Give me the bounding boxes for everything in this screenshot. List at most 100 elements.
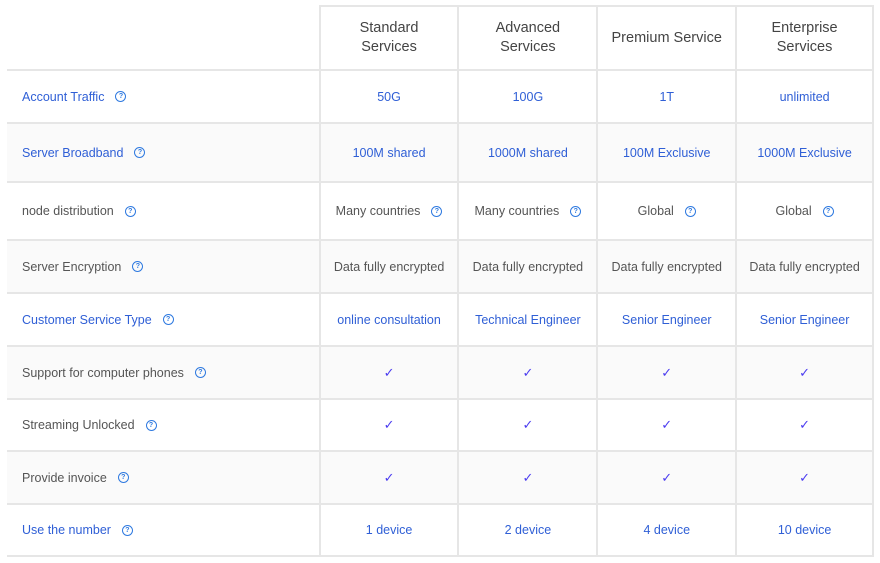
cell-value: online consultation — [337, 312, 441, 327]
table-header-row: Standard Services Advanced Services Premiu… — [7, 5, 874, 71]
cell-value: 1000M Exclusive — [757, 145, 852, 160]
question-circle-icon[interactable]: ? — [132, 261, 144, 272]
value-cell: 10 device — [735, 505, 875, 555]
value-cell: Data fully encrypted — [457, 241, 596, 292]
cell-value: Global — [775, 204, 812, 218]
feature-cell: Support for computer phones? — [7, 347, 319, 398]
table-row: Customer Service Type? online consultatio… — [7, 294, 875, 347]
value-cell: Many countries? — [318, 183, 458, 239]
checkmark-icon: ✓ — [661, 364, 673, 380]
value-cell: Many countries? — [457, 183, 596, 239]
question-circle-icon[interactable]: ? — [822, 205, 834, 217]
question-circle-icon[interactable]: ? — [117, 472, 129, 483]
cell-value: Data fully encrypted — [749, 259, 860, 274]
plan-header-3: Enterprise Services — [735, 5, 874, 69]
table-row: Account Traffic? 50G 100G 1T unlimited — [7, 71, 875, 124]
cell-value: unlimited — [779, 89, 830, 104]
question-circle-icon[interactable]: ? — [684, 205, 696, 217]
checkmark-icon: ✓ — [661, 469, 673, 485]
question-circle-icon[interactable]: ? — [162, 314, 174, 325]
table-row: Provide invoice? ✓ ✓ ✓ ✓ — [7, 452, 875, 505]
checkmark-icon: ✓ — [383, 417, 395, 432]
feature-cell: node distribution? — [7, 183, 319, 239]
value-cell: 4 device — [596, 505, 735, 555]
plan-header-2: Premium Service — [596, 5, 736, 69]
feature-cell: Server Broadband? — [7, 124, 319, 181]
plan-header-0: Standard Services — [318, 5, 458, 69]
value-cell: online consultation — [318, 294, 458, 345]
question-circle-icon[interactable]: ? — [570, 205, 582, 217]
feature-label: Server Broadband — [22, 145, 124, 160]
question-circle-icon[interactable]: ? — [124, 205, 136, 217]
cell-value: 1000M shared — [487, 145, 568, 160]
cell-value: 100M shared — [352, 145, 426, 160]
feature-cell: Provide invoice? — [7, 452, 319, 503]
value-cell: ✓ — [735, 452, 875, 503]
table-row: Support for computer phones? ✓ ✓ ✓ ✓ — [7, 347, 875, 400]
cell-value: 100G — [512, 89, 544, 104]
value-cell: Data fully encrypted — [318, 241, 458, 292]
value-cell: ✓ — [735, 400, 875, 450]
value-cell: ✓ — [318, 400, 458, 450]
feature-label: Provide invoice — [22, 470, 107, 485]
value-cell: 1000M shared — [457, 124, 596, 181]
cell-value: 10 device — [777, 523, 832, 537]
checkmark-icon: ✓ — [799, 469, 811, 485]
feature-label: Streaming Unlocked — [22, 418, 135, 432]
value-cell: Global? — [735, 183, 875, 239]
checkmark-icon: ✓ — [383, 469, 395, 485]
cell-value: 4 device — [643, 523, 691, 537]
feature-label: Customer Service Type — [22, 312, 152, 327]
question-circle-icon[interactable]: ? — [194, 367, 206, 378]
header-empty-cell — [7, 5, 319, 69]
question-circle-icon[interactable]: ? — [121, 524, 133, 536]
checkmark-icon: ✓ — [799, 417, 811, 432]
value-cell: ✓ — [596, 452, 735, 503]
value-cell: ✓ — [735, 347, 875, 398]
value-cell: ✓ — [596, 400, 735, 450]
cell-value: Data fully encrypted — [611, 259, 722, 274]
value-cell: Data fully encrypted — [735, 241, 875, 292]
value-cell: ✓ — [457, 452, 596, 503]
value-cell: Senior Engineer — [596, 294, 735, 345]
plan-name: Premium Service — [611, 29, 722, 46]
feature-label: Use the number — [22, 523, 111, 537]
value-cell: 100G — [457, 71, 596, 122]
checkmark-icon: ✓ — [522, 364, 534, 380]
value-cell: Data fully encrypted — [596, 241, 735, 292]
checkmark-icon: ✓ — [383, 364, 395, 380]
cell-value: Many countries — [474, 204, 560, 218]
table-row: Streaming Unlocked? ✓ ✓ ✓ ✓ — [7, 400, 875, 452]
cell-value: Global — [637, 204, 674, 218]
value-cell: 50G — [318, 71, 458, 122]
value-cell: ✓ — [596, 347, 735, 398]
cell-value: Technical Engineer — [475, 312, 581, 327]
value-cell: 1T — [596, 71, 735, 122]
plan-header-1: Advanced Services — [457, 5, 597, 69]
value-cell: 1 device — [318, 505, 458, 555]
cell-value: Data fully encrypted — [333, 259, 445, 274]
question-circle-icon[interactable]: ? — [134, 147, 146, 158]
cell-value: Senior Engineer — [759, 312, 850, 327]
feature-label: Support for computer phones — [22, 365, 184, 380]
question-circle-icon[interactable]: ? — [431, 205, 443, 217]
plan-name: Standard Services — [359, 20, 419, 55]
cell-value: 50G — [377, 89, 401, 104]
cell-value: Data fully encrypted — [472, 259, 584, 274]
table-row: node distribution? Many countries? Many co… — [7, 183, 875, 241]
value-cell: Technical Engineer — [457, 294, 596, 345]
feature-cell: Customer Service Type? — [7, 294, 319, 345]
checkmark-icon: ✓ — [522, 469, 534, 485]
service-comparison-table: Standard Services Advanced Services Premiu… — [7, 5, 875, 557]
checkmark-icon: ✓ — [661, 417, 673, 432]
question-circle-icon[interactable]: ? — [115, 91, 127, 102]
cell-value: Senior Engineer — [621, 312, 712, 327]
value-cell: ✓ — [457, 347, 596, 398]
feature-cell: Server Encryption? — [7, 241, 319, 292]
value-cell: unlimited — [735, 71, 875, 122]
checkmark-icon: ✓ — [522, 417, 534, 432]
value-cell: 2 device — [457, 505, 596, 555]
question-circle-icon[interactable]: ? — [145, 419, 157, 431]
value-cell: Senior Engineer — [735, 294, 875, 345]
cell-value: 1T — [659, 89, 675, 104]
